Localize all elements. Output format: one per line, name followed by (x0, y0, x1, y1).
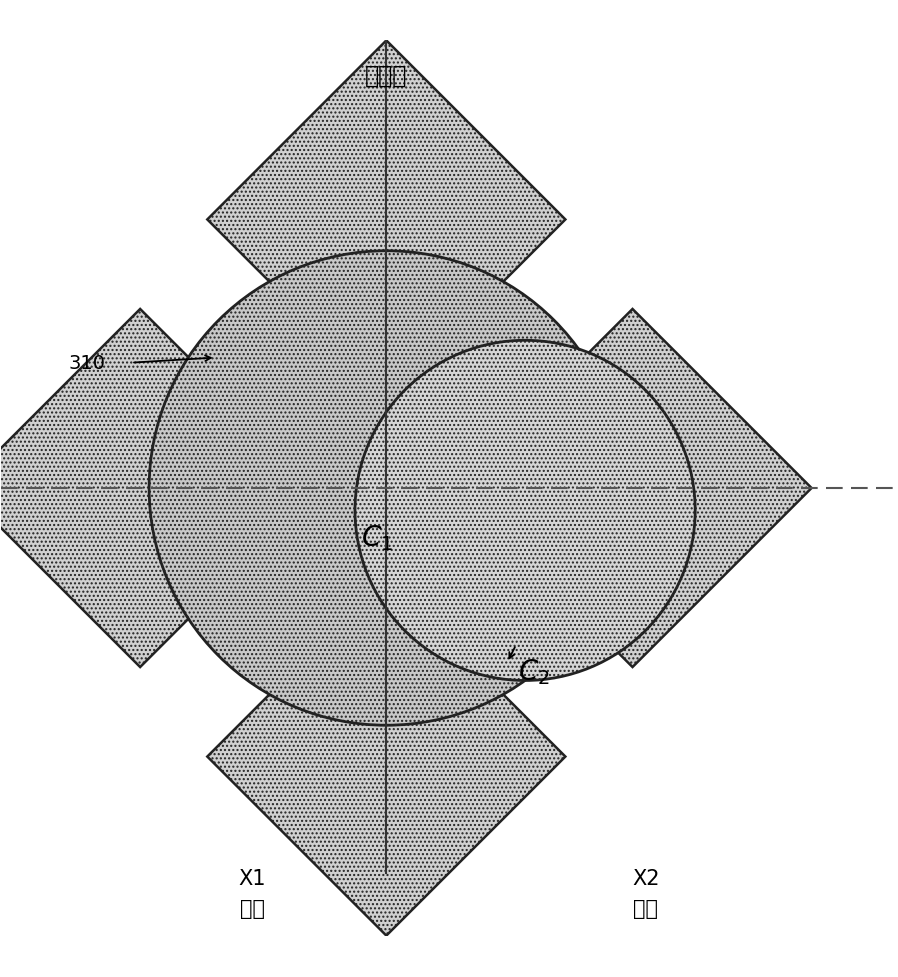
Polygon shape (207, 578, 566, 936)
Text: 310: 310 (68, 354, 106, 373)
Polygon shape (0, 310, 319, 667)
Text: X2: X2 (632, 869, 660, 888)
Text: 导体柱: 导体柱 (365, 64, 408, 88)
Polygon shape (453, 310, 812, 667)
Text: $C_2$: $C_2$ (518, 657, 550, 687)
Text: X1: X1 (238, 869, 266, 888)
Text: $C_1$: $C_1$ (361, 523, 393, 553)
Polygon shape (207, 41, 566, 399)
Circle shape (149, 251, 623, 726)
Text: 电极: 电极 (633, 898, 658, 918)
Circle shape (355, 341, 695, 681)
Text: 电极: 电极 (240, 898, 265, 918)
